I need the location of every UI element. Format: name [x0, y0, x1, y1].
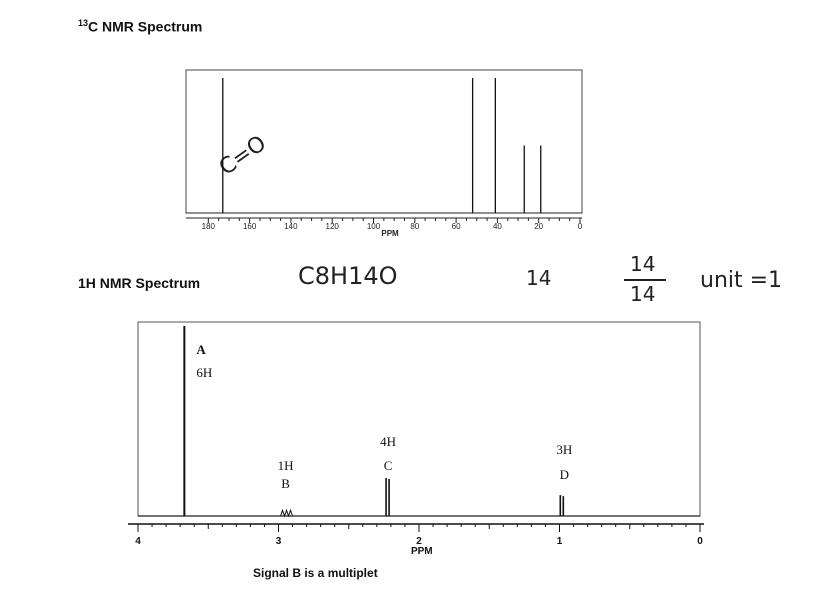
- count-annotation: 14: [526, 266, 552, 290]
- c13-tick-label: 0: [578, 222, 583, 231]
- h1-frame: [137, 321, 701, 517]
- fraction-denominator: 14: [630, 282, 656, 306]
- h1-peak-integration: 4H: [380, 434, 396, 449]
- h1-tick-label: 0: [697, 536, 703, 547]
- c13-heading-text: C NMR Spectrum: [88, 18, 203, 35]
- h1-peak-integration: 1H: [278, 458, 294, 473]
- c13-heading: 13C NMR Spectrum: [78, 18, 202, 35]
- c13-tick-label: 60: [452, 222, 461, 231]
- h1-tick-label: 3: [276, 536, 282, 547]
- fraction-numerator: 14: [630, 252, 656, 276]
- h1-peak: [280, 508, 293, 518]
- c13-tick-label: 20: [534, 222, 543, 231]
- c13-tick-label: 120: [326, 222, 340, 231]
- c13-superscript: 13: [78, 18, 89, 28]
- formula-annotation: C8H14O: [298, 262, 398, 290]
- unit-annotation: unit =1: [700, 268, 783, 293]
- c13-tick-label: 40: [493, 222, 502, 231]
- h1-peak-integration: 6H: [196, 365, 212, 380]
- h1-x-axis-title: PPM: [411, 546, 433, 557]
- c13-x-axis-title: PPM: [381, 229, 399, 238]
- h1-heading: 1H NMR Spectrum: [78, 275, 201, 291]
- c13-frame: [185, 69, 583, 214]
- c13-tick-label: 100: [367, 222, 381, 231]
- c13-tick-label: 140: [284, 222, 298, 231]
- h1-peak-letter: B: [281, 476, 290, 491]
- c13-tick-label: 160: [243, 222, 257, 231]
- h1-peak-integration: 3H: [556, 442, 572, 457]
- h1-tick-label: 4: [135, 536, 141, 547]
- h1-peak-letter: D: [560, 467, 569, 482]
- c13-tick-label: 180: [202, 222, 216, 231]
- fraction-bar: [624, 279, 666, 281]
- footnote: Signal B is a multiplet: [253, 566, 378, 580]
- h1-tick-label: 2: [416, 536, 422, 547]
- c13-tick-label: 80: [410, 222, 419, 231]
- h1-peak-letter: C: [384, 458, 393, 473]
- h1-tick-label: 1: [557, 536, 563, 547]
- h1-peak-letter: A: [196, 342, 206, 357]
